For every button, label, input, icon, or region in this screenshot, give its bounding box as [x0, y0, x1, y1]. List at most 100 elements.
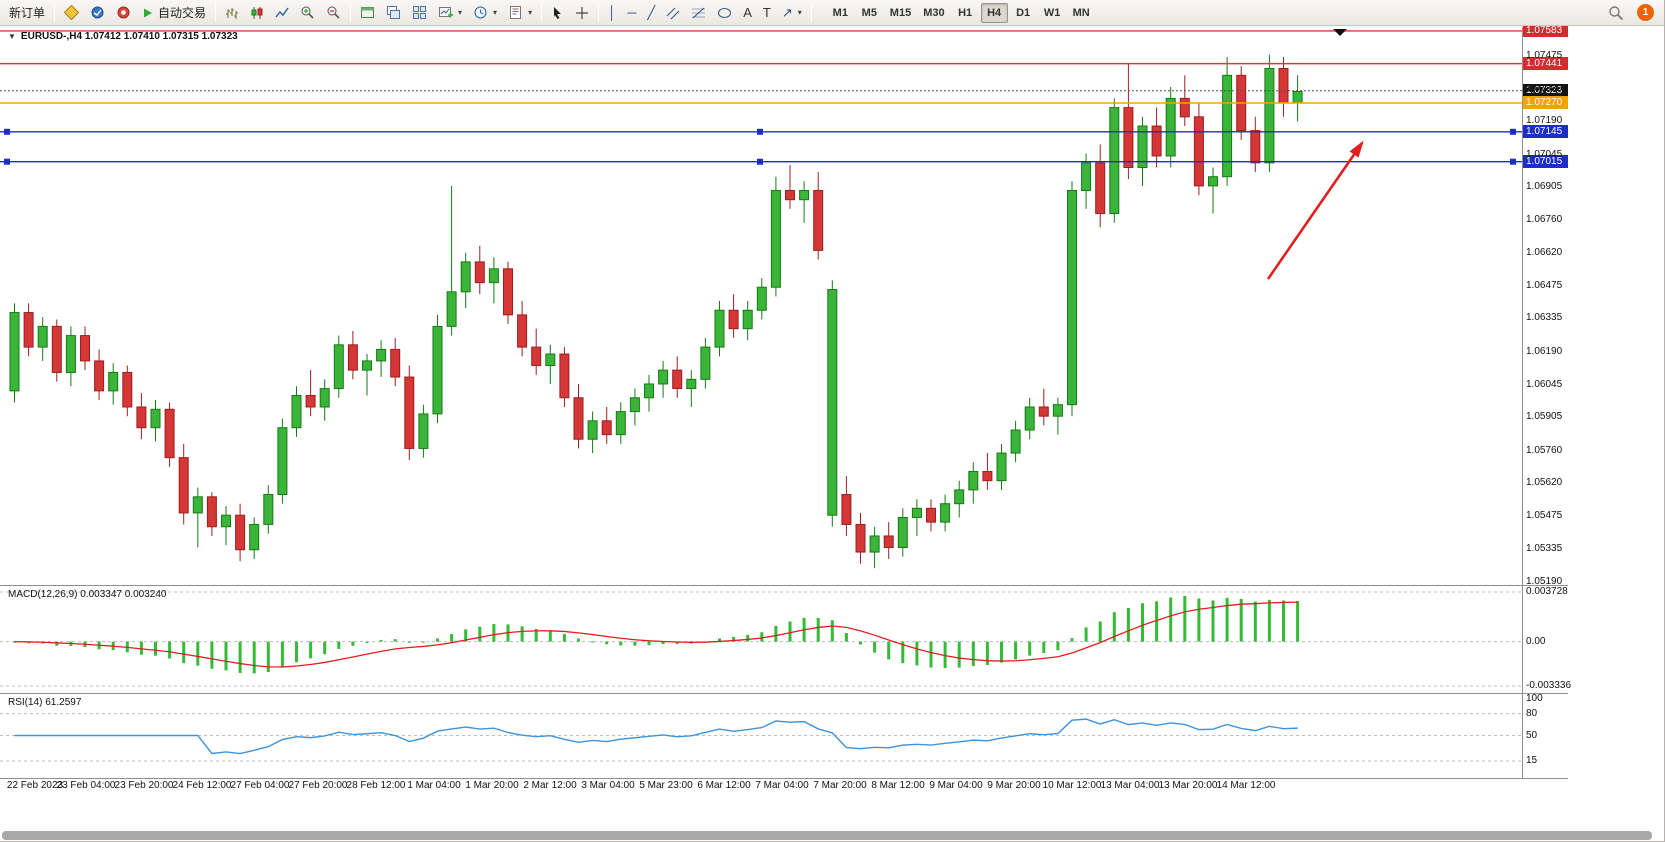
time-tick-label: 13 Mar 20:00	[1158, 780, 1218, 791]
time-tick-label: 14 Mar 12:00	[1216, 780, 1276, 791]
trend-arrow[interactable]	[1266, 142, 1364, 280]
new-chart-icon	[439, 7, 454, 18]
auto-trading-label: 自动交易	[158, 6, 207, 20]
shapes-tool[interactable]	[712, 2, 737, 24]
cascade-windows-icon	[387, 6, 401, 19]
timeframe-M1[interactable]: M1	[827, 3, 854, 23]
price-tick-label: 1.05905	[1526, 411, 1563, 423]
timeframe-M30[interactable]: M30	[918, 3, 949, 23]
time-axis: 22 Feb 2023 23 Feb 04:00 23 Feb 20:00 24 Fe…	[0, 780, 1522, 796]
line-chart-button[interactable]	[270, 2, 294, 24]
line-handle[interactable]	[757, 158, 763, 165]
horizontal-line-tool[interactable]: ─	[622, 2, 641, 24]
line-handle[interactable]	[1510, 158, 1516, 165]
panel-separator[interactable]	[0, 585, 1568, 586]
time-tick-label: 3 Mar 04:00	[581, 780, 635, 791]
time-tick-label: 1 Mar 04:00	[407, 780, 461, 791]
trendline-icon: ╱	[647, 5, 656, 20]
label-tool[interactable]: T	[758, 2, 776, 24]
candlestick-chart-button[interactable]	[245, 2, 269, 24]
line-handle[interactable]	[757, 128, 763, 135]
rsi-scale-label: 80	[1526, 707, 1538, 719]
timeframe-H4[interactable]: H4	[980, 2, 1008, 23]
zoom-in-button[interactable]	[295, 2, 320, 24]
main-toolbar: 新订单 自动交易	[0, 0, 1664, 26]
vertical-line-tool[interactable]: │	[603, 2, 621, 24]
timeframe-MN[interactable]: MN	[1068, 3, 1095, 23]
price-tick-label: 1.06045	[1526, 379, 1563, 391]
toolbar-separator	[541, 3, 543, 22]
time-tick-label: 5 Mar 23:00	[639, 780, 693, 791]
timeframe-M5[interactable]: M5	[856, 3, 883, 23]
clock-icon	[474, 6, 487, 19]
time-tick-label: 22 Feb 2023	[6, 780, 64, 791]
auto-trading-button[interactable]: 自动交易	[137, 2, 211, 24]
search-button[interactable]	[1603, 2, 1629, 24]
timeframe-D1[interactable]: D1	[1010, 3, 1037, 23]
rsi-panel	[0, 713, 1522, 762]
toolbar-separator	[598, 3, 600, 22]
zoom-out-button[interactable]	[321, 2, 346, 24]
time-tick-label: 10 Mar 12:00	[1042, 780, 1102, 791]
price-tag: 1.07145	[1523, 124, 1568, 138]
toolbar-separator	[215, 3, 217, 22]
price-tick-label: 1.05620	[1526, 476, 1563, 488]
price-tick-label: 1.07190	[1526, 115, 1563, 127]
periods-button[interactable]: ▾	[468, 2, 502, 24]
cascade-windows-button[interactable]	[381, 2, 406, 24]
zoom-out-icon	[327, 6, 340, 19]
one-click-trading-toggle[interactable]: ▼	[8, 32, 16, 41]
candlestick-chart-icon	[251, 6, 263, 19]
bar-chart-button[interactable]	[220, 2, 244, 24]
channel-tool[interactable]	[661, 2, 685, 24]
price-tick-label: 1.06190	[1526, 345, 1563, 357]
price-axis: 1.07583 1.07441 1.07323 1.07270 1.07145 1.070…	[1523, 0, 1572, 842]
market-button[interactable]	[85, 2, 110, 24]
rsi-label: RSI(14) 61.2597	[8, 697, 82, 708]
timeframe-H1[interactable]: H1	[952, 3, 979, 23]
community-button[interactable]	[111, 2, 136, 24]
new-order-button[interactable]: 新订单	[4, 2, 50, 24]
ohlc-readout: EURUSD-,H4 1.07412 1.07410 1.07315 1.073…	[20, 31, 238, 42]
line-handle[interactable]	[4, 158, 10, 165]
price-tick-label: 1.06905	[1526, 181, 1563, 193]
notification-badge[interactable]: 1	[1637, 4, 1654, 21]
crosshair-button[interactable]	[570, 2, 594, 24]
chevron-down-icon: ▾	[797, 8, 802, 17]
horizontal-scrollbar[interactable]	[2, 831, 1652, 840]
time-tick-label: 23 Feb 20:00	[114, 780, 174, 791]
new-chart-button[interactable]: ▾	[433, 2, 467, 24]
panel-separator[interactable]	[0, 693, 1568, 694]
macd-scale-label: 0.00	[1526, 635, 1546, 647]
templates-button[interactable]: ▾	[503, 2, 537, 24]
cursor-button[interactable]	[546, 2, 569, 24]
timeframe-M15[interactable]: M15	[885, 3, 916, 23]
price-tag: 1.07323	[1523, 83, 1568, 97]
market-icon	[91, 6, 104, 19]
arrows-tool[interactable]: ↗ ▾	[777, 2, 807, 24]
auto-arrange-button[interactable]	[355, 2, 380, 24]
line-handle[interactable]	[1510, 128, 1516, 135]
time-tick-label: 27 Feb 20:00	[288, 780, 348, 791]
rsi-scale-label: 15	[1526, 755, 1538, 767]
metaeditor-button[interactable]	[59, 2, 84, 24]
price-chart	[0, 29, 1522, 569]
line-handle[interactable]	[4, 128, 10, 135]
price-tag: 1.07583	[1523, 23, 1568, 37]
time-tick-label: 8 Mar 12:00	[871, 780, 925, 791]
tile-windows-button[interactable]	[407, 2, 432, 24]
trendline-tool[interactable]: ╱	[642, 2, 660, 24]
timeframe-toolbar: M1 M5 M15 M30 H1 H4 D1 W1 MN	[826, 2, 1096, 23]
time-axis-separator	[0, 778, 1568, 779]
chart-shift-marker[interactable]	[1333, 29, 1347, 36]
price-tick-label: 1.07475	[1526, 49, 1563, 61]
price-tick-label: 1.07330	[1526, 83, 1563, 95]
toolbar-right-group: 1	[1603, 2, 1660, 24]
macd-scale-label: -0.003336	[1526, 680, 1572, 691]
new-order-label: 新订单	[9, 6, 46, 20]
timeframe-W1[interactable]: W1	[1039, 3, 1066, 23]
text-tool[interactable]: A	[738, 2, 757, 24]
fibonacci-tool[interactable]	[686, 2, 711, 24]
price-tick-label: 1.05475	[1526, 510, 1563, 522]
template-icon	[510, 6, 522, 19]
